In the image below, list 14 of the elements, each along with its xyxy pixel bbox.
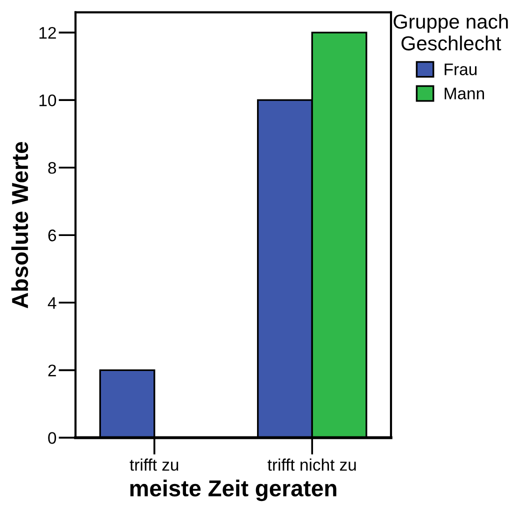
- x-tick-label: trifft nicht zu: [268, 458, 356, 471]
- y-tick-label: 12: [39, 26, 56, 39]
- y-tick-label: 0: [48, 432, 56, 444]
- y-tick-label: 2: [48, 364, 56, 376]
- x-axis-title: meiste Zeit geraten: [130, 480, 336, 502]
- y-axis-title: Absolute Werte: [11, 142, 28, 308]
- y-tick-label: 10: [39, 94, 56, 106]
- y-tick-label: 8: [48, 162, 56, 174]
- x-tick-label: trifft zu: [130, 458, 178, 471]
- legend-label: Frau: [444, 64, 477, 76]
- y-tick-label: 4: [48, 297, 56, 309]
- legend-title: Gruppe nach Geschlecht: [394, 14, 508, 50]
- legend-label: Mann: [444, 88, 484, 100]
- y-tick-label: 6: [48, 230, 56, 242]
